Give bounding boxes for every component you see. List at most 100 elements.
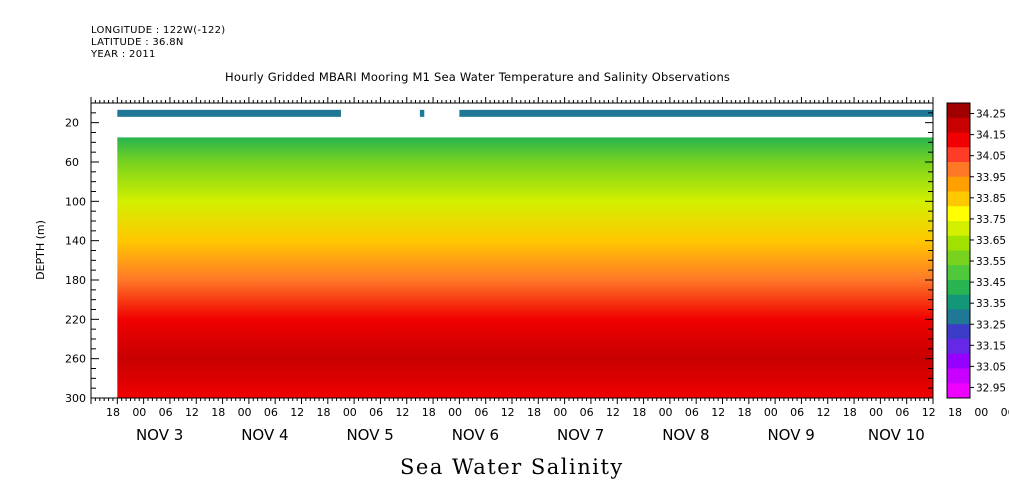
x-hour-label: 06: [895, 406, 909, 419]
year-label: YEAR : 2011: [91, 49, 156, 60]
colorbar-swatch: [947, 324, 970, 340]
x-day-label: NOV 10: [868, 426, 925, 444]
x-hour-label: 12: [395, 406, 409, 419]
x-hour-label: 00: [448, 406, 462, 419]
y-axis-label: DEPTH (m): [34, 220, 47, 280]
x-hour-label: 06: [580, 406, 594, 419]
colorbar: 34.25 34.15 34.05 33.95 33.85 33.75 33.65 33.55…: [946, 102, 1006, 399]
colorbar-label: 33.35: [976, 298, 1006, 310]
colorbar-swatch: [947, 103, 970, 119]
colorbar-swatch: [947, 191, 970, 207]
x-hour-label: 12: [290, 406, 304, 419]
x-hour-label: 18: [948, 406, 962, 419]
x-day-label: NOV 5: [346, 426, 393, 444]
colorbar-label: 33.15: [976, 340, 1006, 352]
colorbar-swatch: [947, 162, 970, 178]
colorbar-swatch: [947, 117, 970, 133]
chart-title: Hourly Gridded MBARI Mooring M1 Sea Wate…: [225, 70, 731, 84]
y-tick-label: 260: [65, 353, 86, 366]
surface-band-segment: [459, 109, 933, 117]
x-hour-label: 12: [501, 406, 515, 419]
colorbar-swatch: [947, 176, 970, 192]
y-tick-label: 60: [65, 156, 79, 169]
colorbar-swatch: [947, 339, 970, 355]
colorbar-swatch: [947, 309, 970, 325]
colorbar-label: 34.15: [976, 130, 1006, 142]
x-hour-label: 12: [711, 406, 725, 419]
x-hour-label: 00: [343, 406, 357, 419]
x-day-label: NOV 8: [662, 426, 709, 444]
x-hour-label: 06: [474, 406, 488, 419]
x-hour-label: 18: [632, 406, 646, 419]
x-hour-label: 18: [843, 406, 857, 419]
colorbar-label: 33.55: [976, 256, 1006, 268]
colorbar-swatch: [947, 132, 970, 148]
plot-area: [117, 109, 933, 398]
colorbar-label: 34.25: [976, 109, 1006, 121]
surface-band-segment: [419, 109, 425, 117]
colorbar-swatch: [947, 353, 970, 369]
longitude-label: LONGITUDE : 122W(-122): [91, 25, 226, 36]
x-hour-label: 06: [685, 406, 699, 419]
colorbar-label: 33.85: [976, 193, 1006, 205]
x-hour-label: 12: [816, 406, 830, 419]
colorbar-label: 34.05: [976, 151, 1006, 163]
axes: 20 60 100 140 180 220 260 300 DEPTH (m) 18 00 06 12 1…: [34, 97, 1009, 444]
colorbar-swatch: [947, 383, 970, 399]
x-hour-label: 18: [211, 406, 225, 419]
colorbar-swatch: [947, 235, 970, 251]
x-hour-label: 00: [764, 406, 778, 419]
x-hour-label: 06: [159, 406, 173, 419]
salinity-field: [117, 137, 933, 398]
x-hour-label: 06: [264, 406, 278, 419]
x-hour-label: 06: [1001, 406, 1009, 419]
y-tick-label: 140: [65, 235, 86, 248]
x-day-label: NOV 6: [452, 426, 499, 444]
colorbar-swatch: [947, 206, 970, 222]
footer-label: Sea Water Salinity: [400, 455, 624, 479]
colorbar-swatch: [947, 280, 970, 296]
x-hour-label: 00: [659, 406, 673, 419]
colorbar-swatch: [947, 265, 970, 281]
x-hour-label: 00: [974, 406, 988, 419]
x-hour-label: 18: [317, 406, 331, 419]
colorbar-label: 33.45: [976, 277, 1006, 289]
y-tick-label: 220: [65, 313, 86, 326]
colorbar-swatch: [947, 147, 970, 163]
colorbar-swatch: [947, 221, 970, 237]
colorbar-label: 33.65: [976, 235, 1006, 247]
latitude-label: LATITUDE : 36.8N: [91, 37, 184, 48]
y-tick-label: 300: [65, 392, 86, 405]
x-hour-label: 06: [790, 406, 804, 419]
y-tick-label: 100: [65, 195, 86, 208]
x-hour-label: 00: [132, 406, 146, 419]
x-hour-label: 12: [606, 406, 620, 419]
x-day-label: NOV 9: [767, 426, 814, 444]
x-hour-label: 00: [238, 406, 252, 419]
colorbar-swatch: [947, 250, 970, 266]
x-hour-label: 18: [106, 406, 120, 419]
x-day-label: NOV 4: [241, 426, 288, 444]
x-hour-label: 18: [738, 406, 752, 419]
x-day-label: NOV 3: [136, 426, 183, 444]
colorbar-label: 33.25: [976, 319, 1006, 331]
y-tick-label: 20: [65, 117, 79, 130]
x-hour-label: 18: [527, 406, 541, 419]
surface-band-segment: [117, 109, 341, 117]
x-day-label: NOV 7: [557, 426, 604, 444]
x-hour-label: 12: [185, 406, 199, 419]
x-hour-label: 06: [369, 406, 383, 419]
colorbar-swatch: [947, 368, 970, 384]
colorbar-label: 33.05: [976, 361, 1006, 373]
colorbar-label: 33.95: [976, 172, 1006, 184]
x-hour-label: 12: [922, 406, 936, 419]
colorbar-label: 32.95: [976, 382, 1006, 394]
x-hour-label: 18: [422, 406, 436, 419]
colorbar-label: 33.75: [976, 214, 1006, 226]
x-hour-label: 00: [553, 406, 567, 419]
colorbar-frame: [946, 102, 971, 399]
y-tick-label: 180: [65, 274, 86, 287]
colorbar-swatch: [947, 294, 970, 310]
x-hour-label: 00: [869, 406, 883, 419]
